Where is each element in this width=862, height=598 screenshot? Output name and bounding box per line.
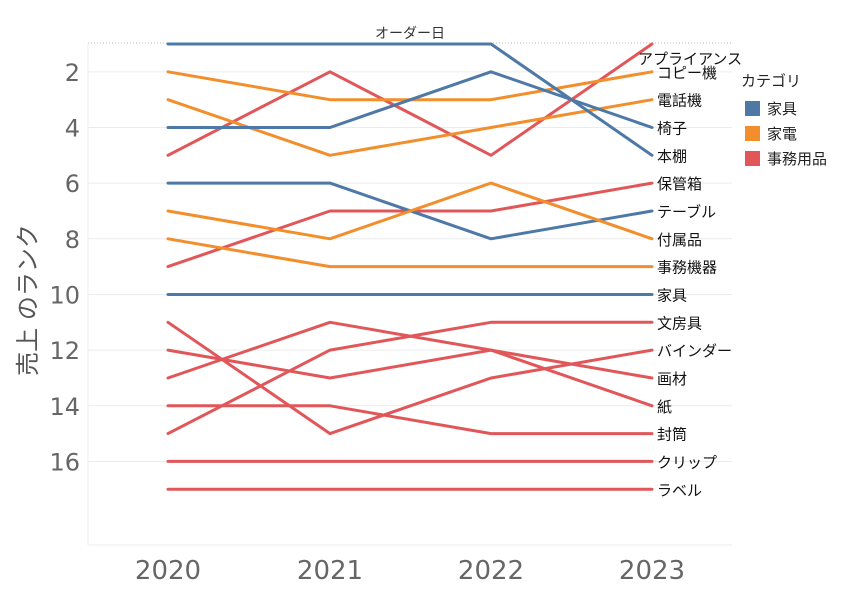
legend-item-label: 家具 bbox=[767, 100, 797, 118]
y-tick-label: 10 bbox=[49, 281, 80, 309]
legend-item-label: 事務用品 bbox=[767, 150, 827, 168]
series-end-label: 紙 bbox=[657, 398, 672, 416]
y-axis-title: 売上 のランク bbox=[14, 224, 42, 376]
x-tick-label: 2020 bbox=[135, 556, 201, 586]
series-end-label: バインダー bbox=[657, 342, 732, 360]
y-tick-label: 8 bbox=[65, 226, 80, 254]
y-tick-label: 4 bbox=[65, 114, 80, 142]
series-line bbox=[166, 237, 654, 269]
series-end-label: テーブル bbox=[657, 203, 716, 221]
x-tick-label: 2023 bbox=[619, 556, 685, 586]
y-tick-label: 16 bbox=[49, 448, 80, 476]
series-end-label: 封筒 bbox=[657, 426, 687, 444]
x-axis-ticks: 2020 2021 2022 2023 bbox=[135, 556, 685, 586]
x-axis-title: オーダー日 bbox=[375, 26, 445, 42]
y-tick-label: 12 bbox=[49, 337, 80, 365]
legend-swatch bbox=[745, 101, 760, 116]
series-end-label: 家具 bbox=[657, 286, 687, 304]
series-end-label: 保管箱 bbox=[657, 175, 702, 193]
series-end-label: ラベル bbox=[657, 481, 702, 499]
y-tick-label: 2 bbox=[65, 59, 80, 87]
series-end-label: アプライアンス bbox=[638, 50, 742, 68]
series-end-label: 椅子 bbox=[657, 119, 687, 137]
series-line bbox=[166, 348, 654, 380]
legend-swatch bbox=[745, 126, 760, 141]
series-line bbox=[166, 320, 654, 408]
series-line bbox=[166, 320, 654, 436]
x-tick-label: 2021 bbox=[297, 556, 363, 586]
series-end-label: 電話機 bbox=[657, 92, 702, 110]
series-end-label: 画材 bbox=[657, 370, 687, 388]
series-end-label: 付属品 bbox=[657, 231, 702, 249]
series-line bbox=[166, 181, 654, 241]
series-end-label: 文房具 bbox=[657, 314, 702, 332]
series-line bbox=[166, 320, 654, 436]
series-end-label: クリップ bbox=[657, 453, 717, 471]
x-tick-label: 2022 bbox=[458, 556, 524, 586]
series-end-label: 本棚 bbox=[657, 147, 687, 165]
series-end-label: 事務機器 bbox=[657, 259, 717, 277]
series-end-label: コピー機 bbox=[657, 64, 717, 82]
end-labels: アプライアンスコピー機電話機椅子本棚保管箱テーブル付属品事務機器家具文房具バイン… bbox=[638, 50, 742, 499]
y-tick-label: 6 bbox=[65, 170, 80, 198]
series-line bbox=[166, 404, 654, 436]
y-tick-label: 14 bbox=[49, 393, 80, 421]
series-line bbox=[166, 42, 654, 157]
legend-item-label: 家電 bbox=[767, 125, 797, 143]
legend-swatch bbox=[745, 151, 760, 166]
series-lines bbox=[166, 42, 654, 491]
y-axis-ticks: 2 4 6 8 10 12 14 16 bbox=[49, 59, 80, 477]
legend-title: カテゴリ bbox=[741, 72, 801, 90]
